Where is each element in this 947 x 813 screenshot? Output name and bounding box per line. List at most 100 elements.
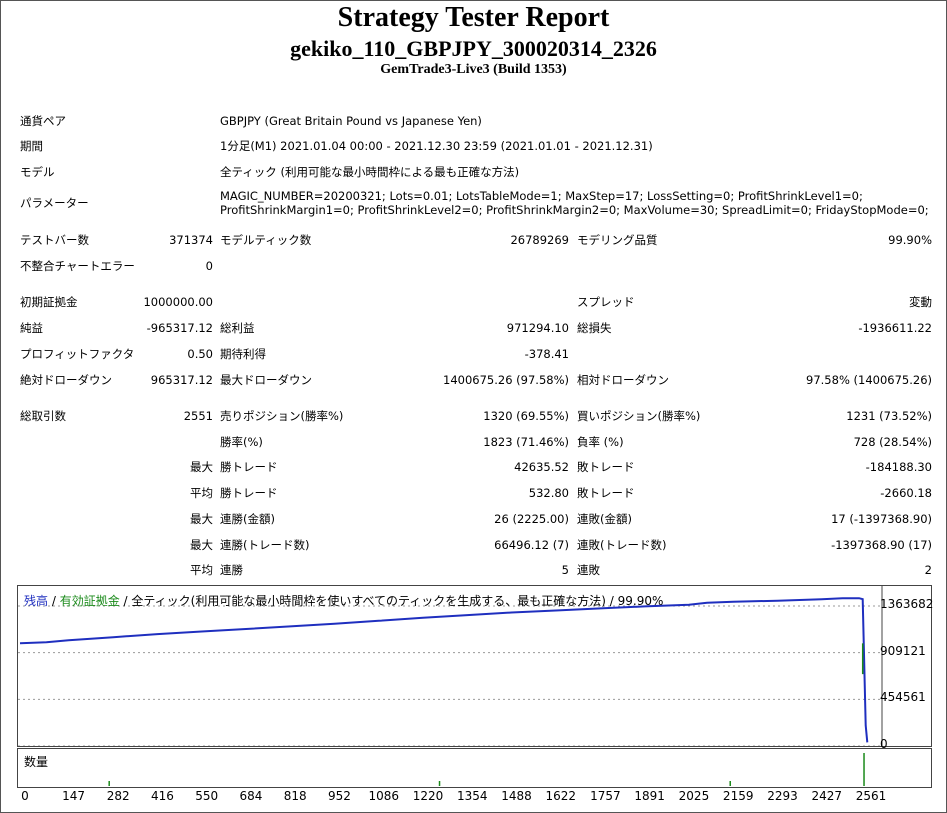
spread-label: スプレッド: [577, 295, 635, 309]
deposit-value: 1000000.00: [143, 295, 213, 309]
largest-win-label: 勝トレード: [220, 460, 278, 474]
quality-value: 99.90%: [888, 233, 932, 247]
loss-rate-label: 負率 (%): [577, 435, 624, 449]
long-positions-value: 1231 (73.52%): [846, 409, 932, 423]
quality-label: モデリング品質: [577, 233, 658, 247]
largest-win-value: 42635.52: [514, 460, 569, 474]
avg-loss-label: 敗トレード: [577, 486, 635, 500]
params-line-2: ProfitShrinkMargin1=0; ProfitShrinkLevel…: [220, 203, 929, 217]
ticks-label: モデルティック数: [220, 233, 312, 247]
x-tick-label: 1891: [634, 789, 665, 803]
x-tick-label: 0: [21, 789, 29, 803]
balance-chart-plot: [18, 586, 883, 746]
max-cons-cnt-label: 最大: [190, 538, 213, 552]
legend-equity: 有効証拠金: [59, 594, 120, 608]
total-trades-label: 総取引数: [20, 409, 66, 423]
x-tick-label: 684: [239, 789, 263, 803]
x-tick-label: 1757: [590, 789, 621, 803]
y-tick-label: 0: [880, 737, 888, 751]
x-tick-label: 147: [62, 789, 85, 803]
expected-payoff-label: 期待利得: [220, 347, 266, 361]
x-tick-label: 1622: [545, 789, 577, 803]
params-label: パラメーター: [20, 196, 89, 210]
balance-chart: 残高 / 有効証拠金 / 全ティック(利用可能な最小時間枠を使いすべてのティック…: [17, 585, 932, 747]
abs-drawdown-value: 965317.12: [150, 373, 213, 387]
x-tick-label: 952: [328, 789, 351, 803]
ea-name: gekiko_110_GBPJPY_300020314_2326: [290, 36, 657, 61]
avg-cons-loss-value: 2: [924, 563, 932, 577]
gross-loss-value: -1936611.22: [858, 321, 932, 335]
symbol-value: GBPJPY (Great Britain Pound vs Japanese …: [220, 114, 482, 128]
avg-loss-value: -2660.18: [880, 486, 932, 500]
avg-win-label: 勝トレード: [220, 486, 278, 500]
x-tick-label: 2159: [722, 789, 754, 803]
avg-win-value: 532.80: [528, 486, 569, 500]
largest-loss-label: 敗トレード: [577, 460, 635, 474]
params-line-1: MAGIC_NUMBER=20200321; Lots=0.01; LotsTa…: [220, 189, 863, 203]
avg-cons-win-value: 5: [561, 563, 569, 577]
ticks-value: 26789269: [510, 233, 569, 247]
x-tick-label: 2025: [678, 789, 710, 803]
max-cons-amt-label: 最大: [190, 512, 213, 526]
volume-chart: 数量: [17, 748, 932, 788]
cons-loss-amt-label: 連敗(金額): [577, 512, 632, 526]
server-build: GemTrade3-Live3 (Build 1353): [380, 62, 567, 77]
expected-payoff-value: -378.41: [524, 347, 569, 361]
report-title: Strategy Tester Report: [337, 2, 610, 33]
avg-cons-win-label: 連勝: [220, 563, 243, 577]
period-label: 期間: [20, 139, 43, 153]
average-label: 平均: [190, 486, 213, 500]
cons-win-cnt-label: 連勝(トレード数): [220, 538, 310, 552]
abs-drawdown-label: 絶対ドローダウン: [20, 373, 112, 387]
x-tick-label: 818: [283, 789, 307, 803]
net-profit-value: -965317.12: [146, 321, 213, 335]
volume-label: 数量: [24, 755, 49, 769]
largest-loss-value: -184188.30: [865, 460, 932, 474]
cons-loss-cnt-value: -1397368.90 (17): [831, 538, 932, 552]
x-tick-label: 282: [106, 789, 130, 803]
legend-sep: /: [48, 594, 60, 608]
model-label: モデル: [20, 165, 55, 179]
x-tick-label: 1086: [368, 789, 400, 803]
y-tick-label: 454561: [880, 690, 926, 705]
avg-cons-loss-label: 連敗: [577, 563, 600, 577]
x-tick-label: 550: [195, 789, 219, 803]
x-tick-label: 2293: [767, 789, 798, 803]
short-positions-value: 1320 (69.55%): [483, 409, 569, 423]
x-tick-label: 2427: [811, 789, 843, 803]
rel-drawdown-value: 97.58% (1400675.26): [806, 373, 932, 387]
deposit-label: 初期証拠金: [20, 295, 78, 309]
cons-win-amt-label: 連勝(金額): [220, 512, 275, 526]
net-profit-label: 純益: [20, 321, 43, 335]
x-tick-label: 416: [150, 789, 174, 803]
max-drawdown-value: 1400675.26 (97.58%): [443, 373, 569, 387]
mismatch-value: 0: [205, 259, 213, 273]
largest-label: 最大: [190, 460, 213, 474]
x-tick-label: 1220: [412, 789, 444, 803]
gross-loss-label: 総損失: [577, 321, 612, 335]
x-tick-label: 2561: [855, 789, 887, 803]
gross-profit-value: 971294.10: [506, 321, 569, 335]
legend-model: / 全ティック(利用可能な最小時間枠を使いすべてのティックを生成する、最も正確な…: [119, 594, 664, 608]
chart-legend: 残高 / 有効証拠金 / 全ティック(利用可能な最小時間枠を使いすべてのティック…: [24, 592, 663, 609]
gross-profit-label: 総利益: [220, 321, 255, 335]
win-rate-label: 勝率(%): [220, 435, 263, 449]
y-tick-label: 1363682: [880, 597, 934, 611]
x-tick-label: 1354: [456, 789, 488, 803]
rel-drawdown-label: 相対ドローダウン: [577, 373, 669, 387]
symbol-label: 通貨ペア: [20, 114, 66, 128]
volume-chart-plot: [108, 753, 865, 786]
legend-balance: 残高: [24, 594, 49, 608]
short-positions-label: 売りポジション(勝率%): [220, 409, 344, 423]
avg-cons-label: 平均: [190, 563, 213, 577]
x-tick-label: 1488: [501, 789, 532, 803]
profit-factor-value: 0.50: [187, 347, 213, 361]
max-drawdown-label: 最大ドローダウン: [220, 373, 312, 387]
period-value: 1分足(M1) 2021.01.04 00:00 - 2021.12.30 23…: [220, 139, 653, 153]
bars-label: テストバー数: [20, 233, 89, 247]
bars-value: 371374: [169, 233, 213, 247]
win-rate-value: 1823 (71.46%): [483, 435, 569, 449]
total-trades-value: 2551: [183, 409, 213, 423]
long-positions-label: 買いポジション(勝率%): [577, 409, 701, 423]
cons-loss-cnt-label: 連敗(トレード数): [577, 538, 667, 552]
